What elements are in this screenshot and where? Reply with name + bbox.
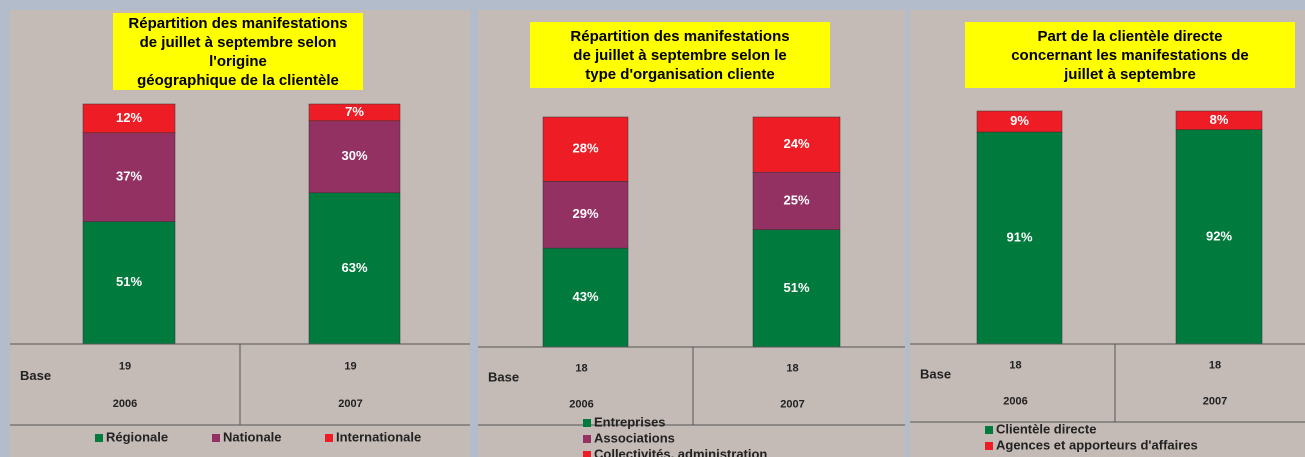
value-label: 29% [572,206,598,221]
value-label: 51% [783,280,809,295]
legend-label: Agences et apporteurs d'affaires [996,437,1198,452]
bar-segment [542,116,629,182]
bar-segment [976,131,1063,345]
legend-swatch [583,451,591,457]
bar-segment [308,192,401,345]
bar-segment [1175,129,1263,345]
base-label: Base [20,368,51,383]
base-count: 18 [1209,360,1221,372]
x-tick-label: 2006 [113,398,137,410]
bar-segment [82,132,176,222]
legend-swatch [95,434,103,442]
bar-segment [82,103,176,134]
chart-title: Part de la clientèle directe concernant … [965,22,1295,88]
base-count: 18 [1009,360,1021,372]
bar-segment [542,247,629,348]
legend-swatch [583,435,591,443]
bar-segment [308,103,401,122]
value-label: 7% [345,104,364,119]
x-tick-label: 2007 [1203,396,1227,408]
bar-segment [308,120,401,194]
bar-segment [1175,110,1263,130]
value-label: 28% [572,141,598,156]
legend-swatch [212,434,220,442]
legend-swatch [325,434,333,442]
x-tick-label: 2006 [569,399,593,411]
value-label: 25% [783,192,809,207]
base-label: Base [488,370,519,385]
value-label: 43% [572,289,598,304]
legend-swatch [985,426,993,434]
value-label: 30% [341,148,367,163]
x-tick-label: 2007 [780,399,804,411]
value-label: 37% [116,169,142,184]
legend-label: Internationale [336,429,421,444]
value-label: 9% [1010,113,1029,128]
value-label: 12% [116,110,142,125]
legend-swatch [985,442,993,450]
legend-label: Clientèle directe [996,421,1096,436]
bar-segment [752,171,841,230]
bar-segment [82,221,176,345]
bar-segment [752,116,841,173]
value-label: 92% [1206,228,1232,243]
legend-label: Régionale [106,429,168,444]
chart-title: Répartition des manifestations de juille… [113,13,363,90]
value-label: 91% [1006,229,1032,244]
value-label: 24% [783,136,809,151]
bar-segment [542,181,629,249]
chart-title: Répartition des manifestations de juille… [530,22,830,88]
bar-segment [976,110,1063,133]
legend-label: Entreprises [594,414,666,429]
legend-label: Associations [594,430,675,445]
base-count: 19 [344,361,356,373]
value-label: 63% [341,260,367,275]
base-count: 19 [119,361,131,373]
legend-swatch [583,419,591,427]
x-tick-label: 2007 [338,398,362,410]
legend-label: Collectivités, administration [594,446,767,457]
base-label: Base [920,367,951,382]
value-label: 51% [116,274,142,289]
base-count: 18 [575,363,587,375]
base-count: 18 [786,363,798,375]
value-label: 8% [1210,112,1229,127]
legend-label: Nationale [223,429,282,444]
x-tick-label: 2006 [1003,396,1027,408]
